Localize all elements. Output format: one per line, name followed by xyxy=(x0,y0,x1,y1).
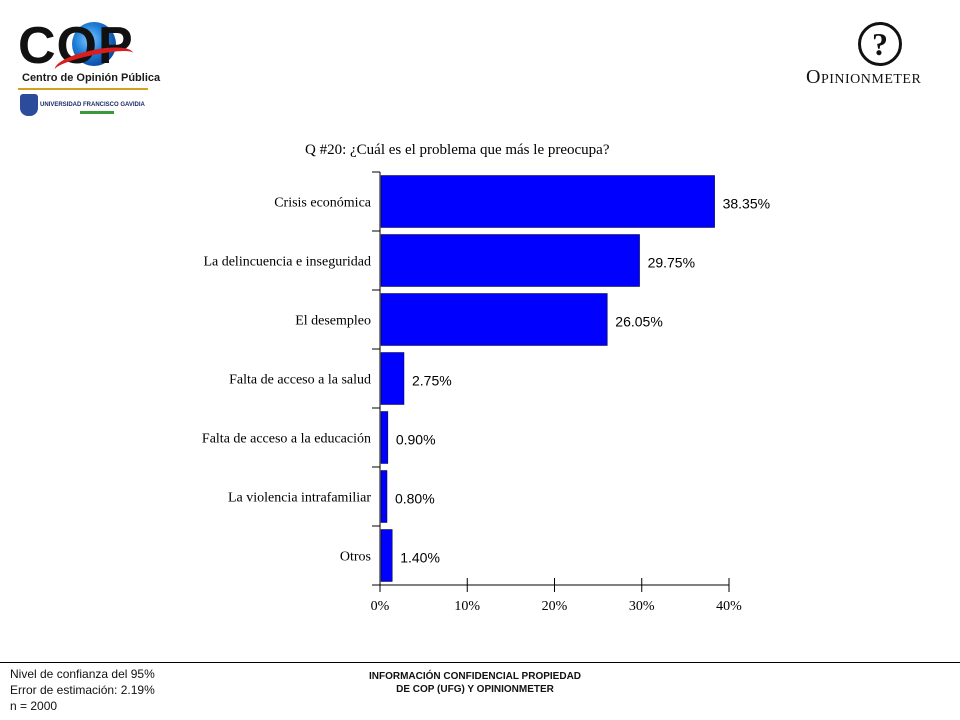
x-tick-label: 10% xyxy=(454,599,480,614)
opinionmeter-word: Opinionmeter xyxy=(806,66,922,88)
confidentiality-line-2: DE COP (UFG) Y OPINIONMETER xyxy=(396,684,554,695)
footer-stats: Nivel de confianza del 95% Error de esti… xyxy=(10,666,155,714)
globe-icon xyxy=(72,22,116,66)
data-label: 38.35% xyxy=(723,196,770,212)
ufg-seal-icon xyxy=(20,94,38,116)
chart-title: Q #20: ¿Cuál es el problema que más le p… xyxy=(305,142,610,158)
category-label: Crisis económica xyxy=(274,196,372,211)
data-label: 0.90% xyxy=(396,432,436,448)
estimation-error: Error de estimación: 2.19% xyxy=(10,683,155,697)
chart-layer: Crisis económica 38.35% La delincuencia e … xyxy=(202,171,770,614)
bar xyxy=(380,293,608,346)
opinionmeter-logo: ? Opinionmeter xyxy=(800,22,960,102)
category-label: La violencia intrafamiliar xyxy=(228,491,371,506)
data-label: 1.40% xyxy=(400,550,440,566)
x-tick-label: 20% xyxy=(542,599,568,614)
category-label: Falta de acceso a la educación xyxy=(202,432,371,447)
bar xyxy=(380,411,389,464)
category-label: Otros xyxy=(340,550,371,565)
category-label: La delincuencia e inseguridad xyxy=(203,255,371,270)
bar xyxy=(380,175,715,228)
data-label: 2.75% xyxy=(412,373,452,389)
bar xyxy=(380,529,393,582)
data-label: 0.80% xyxy=(395,491,435,507)
cop-logo-word: COP xyxy=(18,17,134,75)
confidentiality-notice: INFORMACIÓN CONFIDENCIAL PROPIEDAD DE CO… xyxy=(320,670,630,696)
x-tick-label: 0% xyxy=(371,599,390,614)
data-label: 26.05% xyxy=(615,314,662,330)
confidentiality-line-1: INFORMACIÓN CONFIDENCIAL PROPIEDAD xyxy=(368,671,582,682)
sample-size: n = 2000 xyxy=(10,699,58,713)
category-label: El desempleo xyxy=(295,314,371,329)
category-label: Falta de acceso a la salud xyxy=(229,373,371,388)
question-mark-icon: ? xyxy=(858,22,902,66)
bar xyxy=(380,470,388,523)
x-tick-label: 40% xyxy=(716,599,742,614)
data-label: 29.75% xyxy=(648,255,695,271)
bar-chart: Crisis económica 38.35% La delincuencia e … xyxy=(202,171,770,614)
bar xyxy=(380,234,640,287)
footer-divider xyxy=(0,662,960,663)
cop-subtitle: Centro de Opinión Pública xyxy=(22,72,161,84)
cop-logo: COP Centro de Opinión Pública UNIVERSIDA… xyxy=(14,14,161,124)
x-tick-label: 30% xyxy=(629,599,655,614)
ufg-name: UNIVERSIDAD FRANCISCO GAVIDIA xyxy=(40,102,145,108)
cop-divider xyxy=(18,88,148,90)
confidence-level: Nivel de confianza del 95% xyxy=(10,667,155,681)
ufg-accent-bar xyxy=(80,111,114,114)
bar xyxy=(380,352,405,405)
